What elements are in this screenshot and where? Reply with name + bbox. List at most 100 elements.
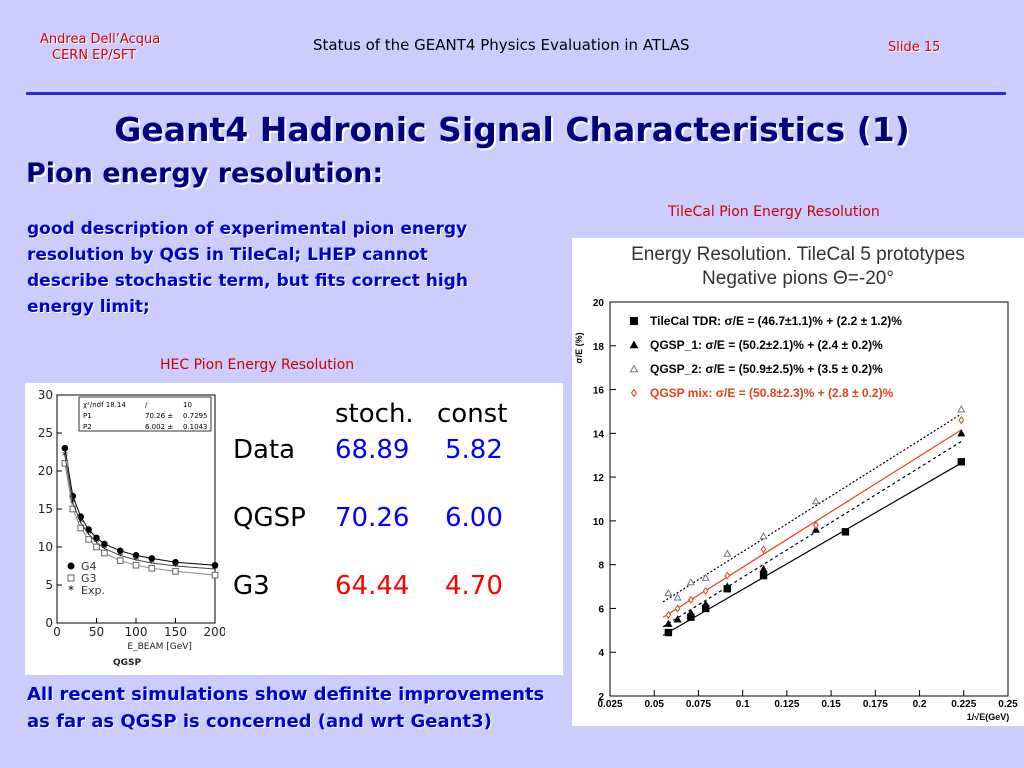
- hec-data-point: [93, 534, 100, 542]
- tile-x-axis-label: 1/√E(GeV): [967, 712, 1009, 722]
- hec-y-tick-label: 30: [38, 388, 53, 402]
- hec-data-point: [93, 543, 100, 551]
- row-qgsp-const: 6.00: [445, 503, 503, 533]
- hec-y-tick-label: 0: [45, 616, 53, 630]
- hec-fit-box: [78, 396, 212, 432]
- tile-data-point: [664, 588, 673, 597]
- tile-legend-marker: [629, 340, 639, 349]
- tile-y-tick-label: 18: [593, 342, 605, 353]
- hec-data-point: *: [86, 527, 92, 541]
- tile-data-point: [665, 610, 672, 620]
- tile-data-point: [759, 564, 768, 573]
- hec-data-point: *: [149, 556, 155, 570]
- tile-fit-line-qgsp2: [662, 413, 962, 603]
- conclusion-line: as far as QGSP is concerned (and wrt Gea…: [27, 711, 492, 732]
- row-label-qgsp: QGSP: [233, 503, 306, 533]
- tile-legend-label: TileCal TDR: σ/E = (46.7±1.1)% + (2.2 ± …: [650, 314, 902, 328]
- hec-data-point: [61, 460, 69, 467]
- hec-data-point: *: [78, 516, 84, 530]
- tile-x-tick-label: 0.225: [951, 699, 976, 710]
- tile-x-tick-label: 0.025: [597, 699, 622, 710]
- hec-data-point: [148, 564, 156, 572]
- hec-data-point: [148, 555, 156, 562]
- hec-fit-error: 0.7295: [183, 412, 208, 420]
- tile-x-tick-label: 0.25: [998, 699, 1018, 710]
- tilecal-caption: TileCal Pion Energy Resolution: [668, 204, 880, 220]
- hec-fit-label: P1: [83, 412, 92, 420]
- tile-x-tick-label: 0.125: [774, 699, 799, 710]
- hec-data-point: [61, 444, 69, 452]
- tile-data-point: [723, 549, 732, 557]
- hec-y-tick-label: 10: [38, 540, 53, 554]
- tile-y-tick-label: 16: [593, 386, 605, 397]
- row-label-g3: G3: [233, 571, 270, 601]
- hec-legend-label: G3: [81, 572, 97, 585]
- tile-fit-line-qgspmix: [662, 429, 962, 618]
- hec-panel: [25, 383, 563, 675]
- hec-series-line: [64, 455, 216, 570]
- slide-title: Geant4 Hadronic Signal Characteristics (…: [114, 110, 910, 149]
- document-title: Status of the GEANT4 Physics Evaluation …: [313, 36, 690, 54]
- tile-data-point: [673, 593, 682, 601]
- hec-data-point: *: [70, 496, 76, 510]
- hec-data-point: [211, 571, 219, 579]
- tile-data-point: [687, 595, 694, 604]
- hec-legend-marker: [67, 562, 75, 570]
- hec-caption: HEC Pion Energy Resolution: [160, 357, 355, 373]
- body-line: energy limit;: [27, 297, 150, 317]
- hec-series-line: [64, 448, 216, 566]
- tile-fit-line-tdr: [662, 462, 962, 636]
- tile-y-axis-label: σ/E (%): [574, 332, 584, 363]
- hec-x-tick-label: 50: [89, 625, 104, 639]
- hec-data-point: [132, 561, 140, 569]
- tile-chart-subtitle: Negative pions Θ=-20°: [702, 268, 894, 289]
- tile-data-point: [958, 416, 965, 425]
- tile-y-tick-label: 6: [598, 604, 604, 615]
- tile-data-point: [701, 573, 710, 581]
- hec-data-point: [211, 561, 219, 569]
- hec-data-point: [101, 540, 108, 548]
- hec-data-point: [132, 552, 140, 559]
- hec-x-tick-label: 150: [164, 625, 187, 639]
- tile-legend-marker: [630, 388, 638, 398]
- hec-data-point: *: [101, 542, 107, 556]
- hec-data-point: [116, 547, 124, 555]
- tile-data-point: [813, 521, 819, 530]
- hec-fit-error: 0.1043: [183, 423, 208, 431]
- hec-data-point: [101, 549, 108, 557]
- hec-data-point: [77, 524, 85, 532]
- hec-fit-label: P2: [83, 423, 92, 431]
- row-g3-stoch: 64.44: [335, 571, 410, 601]
- hec-data-point: [172, 558, 179, 566]
- tile-data-point: [686, 577, 695, 586]
- hec-data-point: *: [133, 553, 139, 567]
- tile-data-point: [673, 615, 682, 623]
- tile-data-point: [759, 571, 768, 580]
- tile-data-point: [686, 608, 695, 616]
- hec-fit-label: χ²/ndf 18.14: [83, 401, 126, 409]
- tilecal-resolution-chart: Energy Resolution. TileCal 5 prototypes N…: [574, 244, 1018, 722]
- slide-number: Slide 15: [888, 40, 941, 55]
- hec-x-axis-label: E_BEAM [GeV]: [127, 642, 192, 652]
- tile-x-tick-label: 0.15: [821, 699, 841, 710]
- hec-data-point: [172, 568, 179, 575]
- body-line: resolution by QGS in TileCal; LHEP canno…: [27, 245, 428, 265]
- tile-data-point: [664, 628, 673, 637]
- hec-resolution-chart: 0 50 100 150 200 0 5 10 15 20 25 30 E_BEAM [GeV] QGSP…: [38, 388, 225, 668]
- hec-data-point: *: [173, 559, 179, 573]
- tile-data-point: [702, 586, 709, 596]
- col-header-const: const: [437, 399, 508, 429]
- tile-data-point: [957, 458, 966, 466]
- tile-y-tick-label: 10: [593, 517, 605, 528]
- tile-data-point: [701, 599, 710, 608]
- hec-x-tick-label: 100: [125, 625, 148, 639]
- tile-data-point: [841, 528, 850, 536]
- hec-fit-value: /: [145, 401, 148, 409]
- hec-legend-marker: *: [68, 583, 74, 597]
- tile-y-tick-label: 8: [598, 561, 604, 572]
- hec-fit-value: 70.26 ±: [145, 412, 173, 420]
- tile-x-tick-label: 0.05: [644, 699, 664, 710]
- body-line: describe stochastic term, but fits corre…: [27, 271, 468, 291]
- row-data-stoch: 68.89: [335, 435, 410, 465]
- hec-data-point: [116, 557, 124, 564]
